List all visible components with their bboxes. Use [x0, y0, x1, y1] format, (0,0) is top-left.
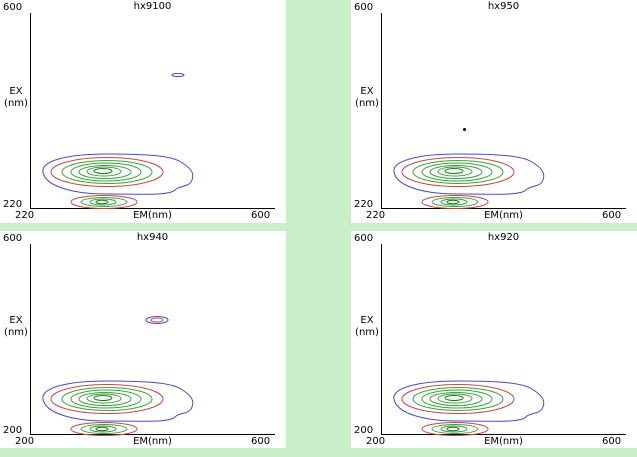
y-axis-title-line1: EX [9, 315, 23, 326]
x-axis-title: EM(nm) [484, 210, 523, 221]
y-axis-min-tick-label: 220 [354, 199, 374, 210]
y-axis [381, 13, 382, 208]
plot-title: hx920 [487, 232, 520, 243]
plot-panel-hx950: hx950 600 220 EX (nm) 220 EM(nm) 600 [351, 0, 637, 223]
plot-panel-hx940: hx940 600 200 EX (nm) 200 EM(nm) 600 [0, 231, 286, 448]
x-axis-min-tick-label: 220 [366, 210, 386, 221]
x-axis-max-tick-label: 600 [251, 210, 271, 221]
x-axis [30, 434, 275, 435]
y-axis [381, 244, 382, 434]
scatter-artifact-mark [145, 316, 169, 324]
y-axis-title-line2: (nm) [355, 327, 379, 338]
y-axis-min-tick-label: 200 [3, 425, 23, 436]
y-axis-title: EX (nm) [1, 86, 31, 110]
contour-cluster [393, 380, 545, 436]
plot-panel-hx920: hx920 600 200 EX (nm) 200 EM(nm) 600 [351, 231, 637, 448]
y-axis-title: EX (nm) [1, 315, 31, 339]
x-axis-max-tick-label: 600 [251, 436, 271, 447]
plot-title: hx940 [136, 232, 169, 243]
x-axis-max-tick-label: 600 [602, 210, 622, 221]
x-axis [30, 208, 275, 209]
y-axis-title: EX (nm) [352, 315, 382, 339]
contour-cluster [393, 153, 545, 209]
x-axis [381, 434, 626, 435]
y-axis-title-line1: EX [360, 86, 374, 97]
y-axis-max-tick-label: 600 [3, 233, 23, 244]
y-axis-max-tick-label: 600 [3, 2, 23, 13]
y-axis-title-line2: (nm) [4, 98, 28, 109]
y-axis-title: EX (nm) [352, 86, 382, 110]
x-axis [381, 208, 626, 209]
plot-title: hx950 [487, 1, 520, 12]
y-axis-min-tick-label: 220 [3, 199, 23, 210]
scatter-artifact-mark [171, 73, 185, 77]
y-axis [30, 13, 31, 208]
contour-cluster [42, 380, 194, 436]
x-axis-max-tick-label: 600 [602, 436, 622, 447]
x-axis-title: EM(nm) [484, 436, 523, 447]
plot-panel-hx9100: hx9100 600 220 EX (nm) 220 EM(nm) 600 [0, 0, 286, 223]
x-axis-title: EM(nm) [133, 436, 172, 447]
y-axis-title-line2: (nm) [355, 98, 379, 109]
x-axis-title: EM(nm) [133, 210, 172, 221]
scatter-artifact-mark [463, 128, 466, 131]
y-axis-max-tick-label: 600 [354, 2, 374, 13]
x-axis-min-tick-label: 220 [15, 210, 35, 221]
y-axis-max-tick-label: 600 [354, 233, 374, 244]
y-axis-title-line1: EX [360, 315, 374, 326]
plot-title: hx9100 [133, 1, 172, 12]
x-axis-min-tick-label: 200 [366, 436, 386, 447]
y-axis-min-tick-label: 200 [354, 425, 374, 436]
y-axis-title-line2: (nm) [4, 327, 28, 338]
y-axis [30, 244, 31, 434]
y-axis-title-line1: EX [9, 86, 23, 97]
contour-cluster [42, 153, 194, 209]
x-axis-min-tick-label: 200 [15, 436, 35, 447]
